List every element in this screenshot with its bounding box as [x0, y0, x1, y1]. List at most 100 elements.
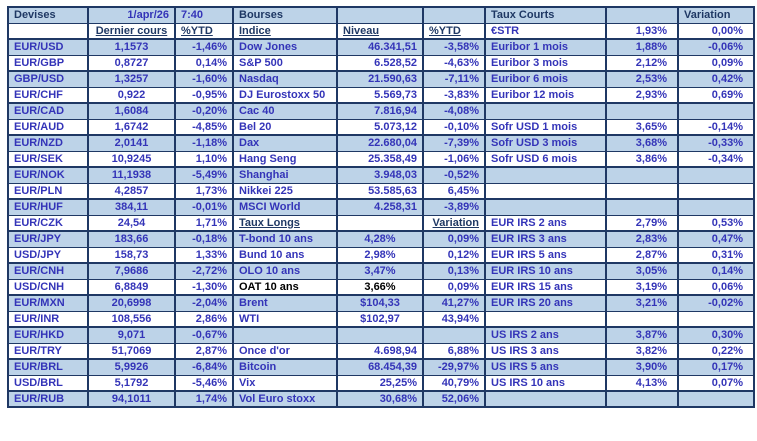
index-ytd-value: -3,58%	[422, 38, 486, 56]
index-label: Nasdaq	[232, 70, 338, 88]
empty-cell	[605, 198, 679, 216]
currency-pair-label: EUR/TRY	[7, 342, 89, 360]
rate-label: US IRS 3 ans	[484, 342, 607, 360]
empty-cell	[677, 198, 755, 216]
table-row: EUR/CNH 7,9686 -2,72% OLO 10 ans 3,47% 0,13% E…	[7, 262, 755, 280]
currency-pair-label: EUR/GBP	[7, 54, 89, 72]
rate-variation-value: 0,42%	[677, 70, 755, 88]
rate-variation-value: 0,69%	[677, 86, 755, 104]
empty-cell	[605, 390, 679, 408]
index-label: Bund 10 ans	[232, 246, 338, 264]
index-level-value: 2,98%	[336, 246, 424, 264]
rate-variation-value: 0,22%	[677, 342, 755, 360]
table-row: USD/CNH 6,8849 -1,30% OAT 10 ans 3,66% 0,09% E…	[7, 278, 755, 296]
table-row: EUR/JPY 183,66 -0,18% T-bond 10 ans 4,28% 0,0…	[7, 230, 755, 248]
rate-variation-value: 0,47%	[677, 230, 755, 248]
index-ytd-value: -7,11%	[422, 70, 486, 88]
empty-cell	[605, 166, 679, 184]
empty-cell	[484, 310, 607, 328]
currency-rate-value: 0,8727	[87, 54, 176, 72]
index-ytd-value: 40,79%	[422, 374, 486, 392]
currency-ytd-value: -1,18%	[174, 134, 234, 152]
index-label: Dax	[232, 134, 338, 152]
currency-ytd-value: 1,74%	[174, 390, 234, 408]
empty-cell	[336, 214, 424, 232]
index-label: T-bond 10 ans	[232, 230, 338, 248]
currency-ytd-value: -2,04%	[174, 294, 234, 312]
index-label: Once d'or	[232, 342, 338, 360]
rate-value: 3,05%	[605, 262, 679, 280]
currency-pair-label: EUR/PLN	[7, 182, 89, 200]
currency-rate-value: 2,0141	[87, 134, 176, 152]
index-ytd-value: 0,12%	[422, 246, 486, 264]
empty-cell	[7, 22, 89, 40]
rate-label: Euribor 12 mois	[484, 86, 607, 104]
rate-value: 2,53%	[605, 70, 679, 88]
rate-value: 3,65%	[605, 118, 679, 136]
index-level-value: 6.528,52	[336, 54, 424, 72]
table-row: EUR/NZD 2,0141 -1,18% Dax 22.680,04 -7,39% Sof…	[7, 134, 755, 152]
rate-value: 2,83%	[605, 230, 679, 248]
currency-ytd-value: 2,87%	[174, 342, 234, 360]
rate-variation-value: -0,33%	[677, 134, 755, 152]
currency-pair-label: EUR/CZK	[7, 214, 89, 232]
empty-cell	[484, 166, 607, 184]
currency-rate-value: 7,9686	[87, 262, 176, 280]
currency-rate-value: 1,1573	[87, 38, 176, 56]
currency-pair-label: USD/CNH	[7, 278, 89, 296]
rate-value: 3,82%	[605, 342, 679, 360]
rate-variation-value: -0,06%	[677, 38, 755, 56]
index-level-value: 7.816,94	[336, 102, 424, 120]
index-ytd-value: 0,13%	[422, 262, 486, 280]
rate-value: 3,68%	[605, 134, 679, 152]
currency-ytd-value: -2,72%	[174, 262, 234, 280]
table-row: GBP/USD 1,3257 -1,60% Nasdaq 21.590,63 -7,11%…	[7, 70, 755, 88]
rate-value: 2,93%	[605, 86, 679, 104]
currency-rate-value: 1,6084	[87, 102, 176, 120]
currency-pair-label: EUR/SEK	[7, 150, 89, 168]
index-label: Bitcoin	[232, 358, 338, 376]
taux-longs-section-title: Taux Longs	[232, 214, 338, 232]
index-label: WTI	[232, 310, 338, 328]
table-row: EUR/GBP 0,8727 0,14% S&P 500 6.528,52 -4,63% E…	[7, 54, 755, 72]
index-level-value: 25,25%	[336, 374, 424, 392]
currency-pair-label: EUR/INR	[7, 310, 89, 328]
currency-ytd-value: -0,18%	[174, 230, 234, 248]
rate-label: EUR IRS 20 ans	[484, 294, 607, 312]
index-ytd-value: -29,97%	[422, 358, 486, 376]
empty-cell	[677, 182, 755, 200]
index-label: Shanghai	[232, 166, 338, 184]
index-level-value: 25.358,49	[336, 150, 424, 168]
rate-value: 1,93%	[605, 22, 679, 40]
table-row: EUR/TRY 51,7069 2,87% Once d'or 4.698,94 6,88…	[7, 342, 755, 360]
table-row: EUR/RUB 94,1011 1,74% Vol Euro stoxx 30,68% 5…	[7, 390, 755, 408]
rate-variation-value: -0,14%	[677, 118, 755, 136]
currency-ytd-value: -0,01%	[174, 198, 234, 216]
index-level-value: 68.454,39	[336, 358, 424, 376]
currency-rate-value: 4,2857	[87, 182, 176, 200]
empty-cell	[605, 310, 679, 328]
table-row: EUR/CAD 1,6084 -0,20% Cac 40 7.816,94 -4,08%	[7, 102, 755, 120]
rate-label: Euribor 6 mois	[484, 70, 607, 88]
table-row: EUR/AUD 1,6742 -4,85% Bel 20 5.073,12 -0,10% S…	[7, 118, 755, 136]
rate-variation-value: 0,14%	[677, 262, 755, 280]
index-level-value: 4,28%	[336, 230, 424, 248]
index-label: Vix	[232, 374, 338, 392]
index-label: S&P 500	[232, 54, 338, 72]
currency-rate-value: 183,66	[87, 230, 176, 248]
currency-rate-value: 11,1938	[87, 166, 176, 184]
rate-variation-value: 0,17%	[677, 358, 755, 376]
index-label: OAT 10 ans	[232, 278, 338, 296]
table-row: EUR/HKD 9,071 -0,67% US IRS 2 ans 3,87% 0,30%	[7, 326, 755, 344]
table-row: Devises 1/apr/26 7:40 Bourses Taux Courts Var…	[7, 6, 755, 24]
currency-rate-value: 5,9926	[87, 358, 176, 376]
currency-pair-label: EUR/BRL	[7, 358, 89, 376]
market-data-table: Devises 1/apr/26 7:40 Bourses Taux Courts Var…	[7, 6, 755, 408]
currency-pair-label: EUR/RUB	[7, 390, 89, 408]
rate-variation-value: 0,31%	[677, 246, 755, 264]
currency-ytd-value: -1,60%	[174, 70, 234, 88]
index-ytd-value: 0,09%	[422, 230, 486, 248]
index-level-value: $102,97	[336, 310, 424, 328]
rate-variation-value: 0,53%	[677, 214, 755, 232]
rate-label: Sofr USD 6 mois	[484, 150, 607, 168]
